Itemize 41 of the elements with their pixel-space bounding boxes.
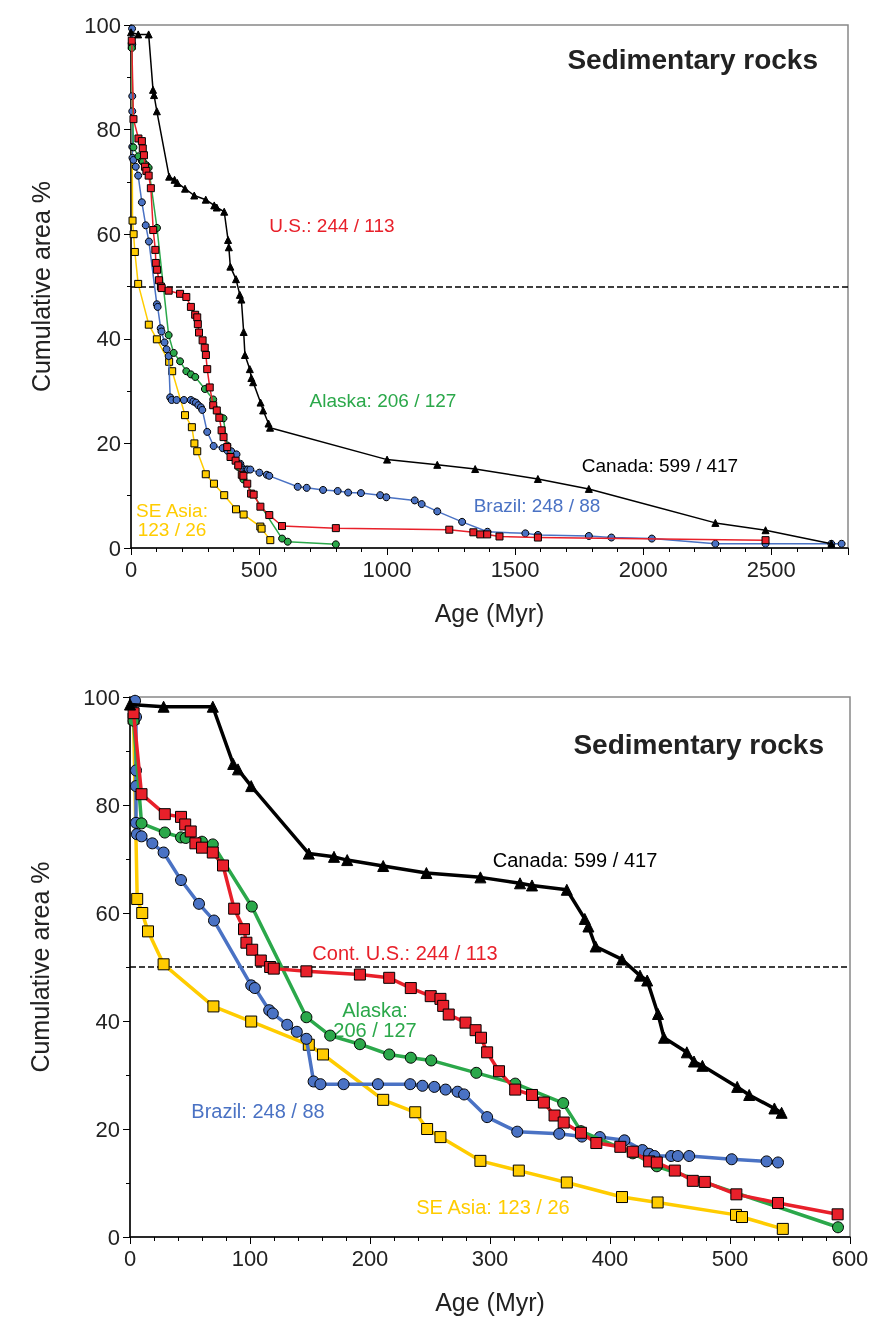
x-tick-label: 0 (124, 556, 138, 582)
series-label: Cont. U.S.: 244 / 113 (312, 942, 498, 964)
y-tick-label: 20 (95, 1116, 120, 1142)
x-tick-label: 100 (231, 1245, 269, 1271)
series-label: SE Asia: 123 / 26 (416, 1196, 570, 1218)
x-tick-label: 0 (123, 1245, 137, 1271)
x-tick-label: 400 (591, 1245, 629, 1271)
x-tick-label: 500 (240, 556, 278, 582)
x-tick-label: 1500 (490, 556, 540, 582)
y-tick-label: 60 (95, 900, 120, 926)
y-tick-label: 80 (95, 792, 120, 818)
series-label: Canada: 599 / 417 (492, 849, 658, 871)
y-tick-label: 60 (96, 221, 121, 247)
x-tick-label: 2500 (746, 556, 796, 582)
series-label: Canada: 599 / 417 (581, 454, 739, 476)
x-tick-label: 2000 (618, 556, 668, 582)
y-tick-label: 100 (84, 12, 121, 38)
x-axis-title: Age (Myr) (435, 1287, 545, 1316)
series-label: Alaska: 206 / 127 (333, 999, 417, 1041)
x-tick-label: 600 (831, 1245, 869, 1271)
y-tick-label: 40 (95, 1008, 120, 1034)
text: Sedimentary rocks (573, 728, 825, 760)
y-tick-label: 100 (83, 684, 120, 710)
y-axis-title: Cumulative area % (25, 861, 54, 1073)
y-tick-label: 0 (107, 1224, 120, 1250)
x-tick-label: 500 (711, 1245, 749, 1271)
series-label: SE Asia: 123 / 26 (136, 500, 208, 540)
text: Alaska: 206 / 127 (309, 389, 457, 411)
y-tick-label: 20 (96, 430, 121, 456)
y-tick-label: 0 (108, 535, 121, 561)
x-tick-label: 300 (471, 1245, 509, 1271)
x-tick-label: 200 (351, 1245, 389, 1271)
x-tick-label: 1000 (362, 556, 412, 582)
y-tick-label: 80 (96, 117, 121, 143)
x-axis-title: Age (Myr) (434, 598, 545, 627)
text: Sedimentary rocks (567, 43, 819, 75)
text: U.S.: 244 / 113 (269, 214, 395, 236)
series-label: Brazil: 248 / 88 (191, 1100, 325, 1122)
y-tick-label: 40 (96, 326, 121, 352)
y-axis-title: Cumulative area % (26, 180, 55, 393)
series-label: Brazil: 248 / 88 (473, 494, 601, 516)
